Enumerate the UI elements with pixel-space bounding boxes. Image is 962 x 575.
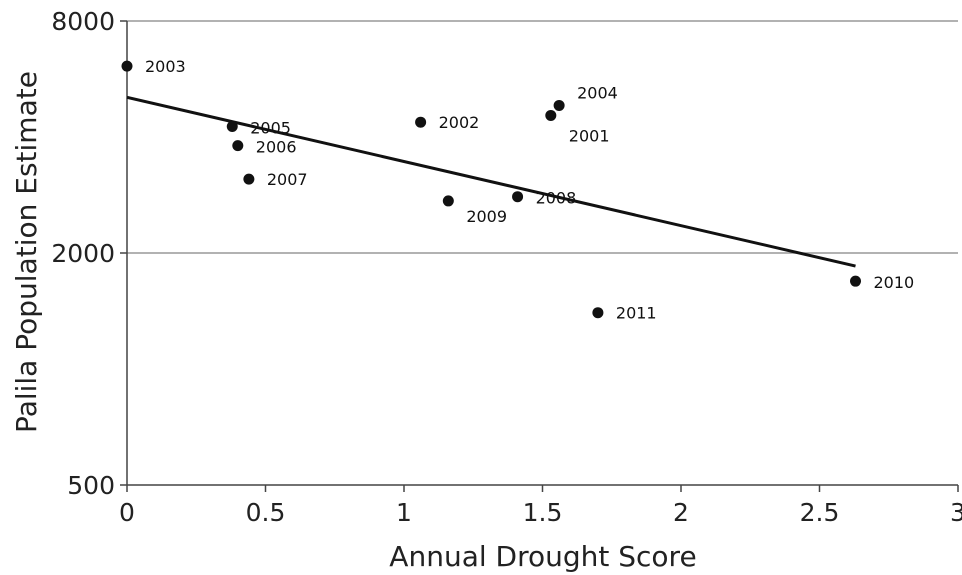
- tick-marks: [120, 20, 959, 492]
- data-point-2009: [442, 195, 454, 207]
- data-point-2006: [232, 140, 244, 152]
- data-point-label-2001: 2001: [569, 126, 610, 145]
- data-point-2004: [553, 99, 565, 111]
- data-point-label-2010: 2010: [874, 273, 915, 292]
- y-tick-label: 2000: [51, 239, 115, 268]
- x-tick-label: 2: [673, 498, 689, 527]
- data-point-2008: [512, 191, 524, 203]
- data-point-label-2011: 2011: [616, 304, 657, 323]
- data-point-label-2008: 2008: [536, 189, 577, 208]
- data-point-2005: [226, 120, 238, 132]
- data-point-label-2009: 2009: [466, 207, 507, 226]
- y-tick-label: 8000: [51, 7, 115, 36]
- data-point-label-2002: 2002: [439, 113, 480, 132]
- data-point-label-2004: 2004: [577, 83, 618, 102]
- gridlines: [127, 20, 958, 254]
- data-points: [121, 60, 862, 319]
- y-axis-title: Palila Population Estimate: [10, 71, 43, 433]
- data-point-label-2006: 2006: [256, 138, 297, 157]
- x-tick-label: 1: [396, 498, 412, 527]
- data-point-2001: [545, 109, 557, 121]
- data-point-label-2007: 2007: [267, 170, 308, 189]
- x-tick-label: 1.5: [523, 498, 563, 527]
- x-tick-label: 3: [950, 498, 962, 527]
- data-point-2011: [592, 307, 604, 319]
- data-point-2003: [121, 60, 133, 72]
- x-axis-title: Annual Drought Score: [389, 540, 696, 573]
- data-point-label-2005: 2005: [250, 118, 291, 137]
- y-tick-label: 500: [67, 471, 115, 500]
- trendline: [126, 95, 856, 268]
- x-tick-label: 0: [119, 498, 135, 527]
- y-tick-labels: 500 2000 8000: [51, 7, 115, 500]
- x-tick-label: 2.5: [800, 498, 840, 527]
- data-point-label-2003: 2003: [145, 57, 186, 76]
- data-point-2002: [415, 116, 427, 128]
- x-tick-labels: 0 0.5 1 1.5 2 2.5 3: [119, 498, 962, 527]
- data-point-2010: [850, 275, 862, 287]
- x-tick-label: 0.5: [246, 498, 286, 527]
- data-point-2007: [243, 173, 255, 185]
